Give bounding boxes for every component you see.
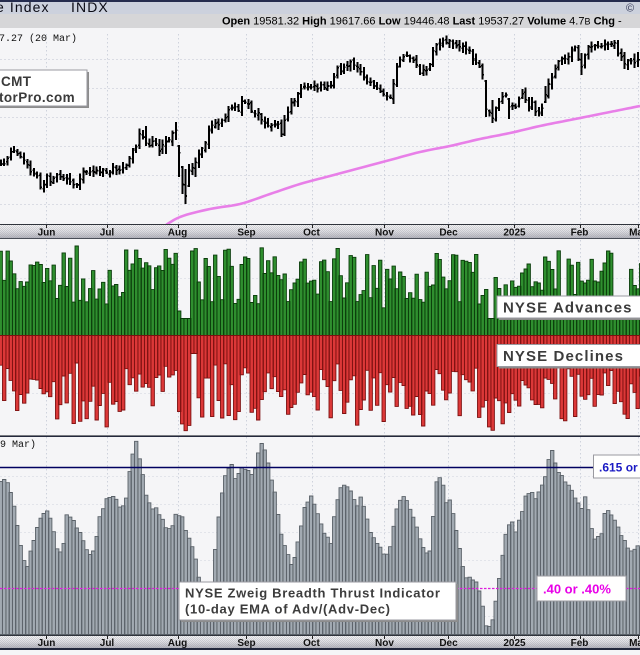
svg-text:Oct: Oct: [303, 228, 320, 239]
svg-text:Feb: Feb: [571, 638, 589, 649]
svg-text:INDX: INDX: [71, 0, 109, 15]
svg-text:e Index: e Index: [0, 0, 50, 15]
svg-text:NYSE Zweig Breadth Thrust Indi: NYSE Zweig Breadth Thrust Indicator: [185, 586, 441, 601]
svg-text:2025: 2025: [503, 638, 526, 649]
svg-text:CMT: CMT: [1, 74, 32, 89]
svg-text:Aug: Aug: [168, 228, 187, 239]
svg-text:Mar: Mar: [629, 228, 640, 239]
svg-text:Jun: Jun: [38, 638, 56, 649]
svg-text:Jul: Jul: [100, 228, 115, 239]
svg-text:537.27 (20 Mar): 537.27 (20 Mar): [0, 33, 77, 45]
svg-text:Nov: Nov: [375, 228, 394, 239]
svg-text:Jul: Jul: [100, 638, 115, 649]
svg-text:©: ©: [626, 3, 634, 15]
svg-text:Sep: Sep: [237, 638, 255, 649]
svg-text:Jun: Jun: [38, 228, 56, 239]
svg-text:.615 or: .615 or: [599, 461, 638, 475]
svg-text:NYSE Declines: NYSE Declines: [503, 348, 624, 365]
svg-text:(19 Mar): (19 Mar): [0, 439, 36, 451]
svg-text:Oct: Oct: [303, 638, 320, 649]
svg-text:Feb: Feb: [571, 228, 589, 239]
svg-text:Aug: Aug: [168, 638, 187, 649]
svg-text:Open 19581.32 High 19617.66 Lo: Open 19581.32 High 19617.66 Low 19446.48…: [222, 16, 622, 28]
svg-text:torPro.com: torPro.com: [0, 90, 75, 105]
svg-text:Dec: Dec: [439, 228, 458, 239]
svg-text:Dec: Dec: [439, 638, 458, 649]
svg-text:.40 or .40%: .40 or .40%: [543, 582, 611, 597]
svg-text:Sep: Sep: [237, 228, 255, 239]
svg-text:NYSE Advances: NYSE Advances: [503, 300, 633, 317]
svg-text:(10-day EMA of Adv/(Adv-Dec): (10-day EMA of Adv/(Adv-Dec): [185, 602, 391, 617]
svg-text:2025: 2025: [503, 228, 526, 239]
svg-text:Nov: Nov: [375, 638, 394, 649]
svg-text:Mar: Mar: [629, 638, 640, 649]
